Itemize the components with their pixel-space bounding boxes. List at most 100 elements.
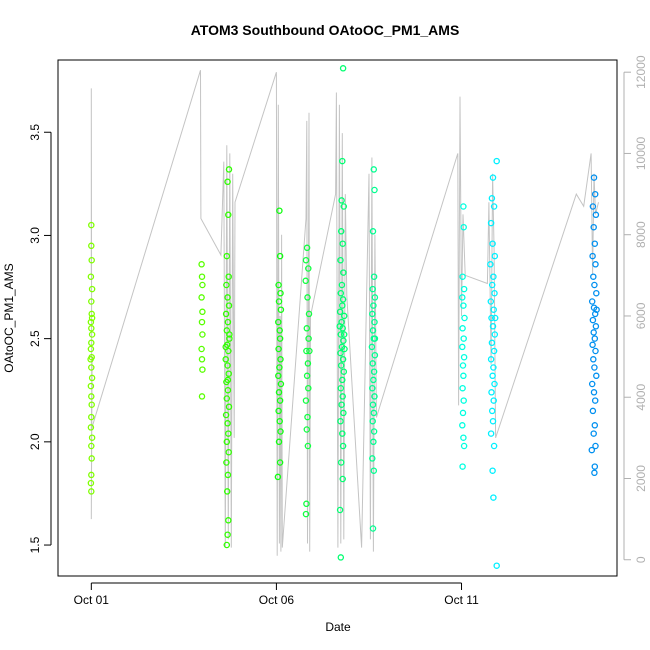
data-point	[370, 438, 377, 446]
data-point	[340, 368, 348, 375]
data-point	[276, 335, 284, 342]
data-point	[593, 372, 600, 380]
data-point	[589, 252, 596, 260]
data-point	[87, 424, 95, 431]
data-point	[493, 157, 500, 165]
x-axis: Oct 01 Oct 06 Oct 11	[74, 582, 479, 607]
data-point	[275, 389, 283, 396]
data-point	[487, 261, 494, 268]
data-point	[369, 285, 376, 293]
data-point	[336, 323, 343, 330]
data-point	[88, 221, 95, 229]
data-point	[304, 360, 312, 367]
data-point	[370, 409, 378, 417]
data-point	[459, 325, 466, 332]
data-point	[303, 347, 310, 355]
data-point	[198, 318, 206, 326]
data-point	[225, 517, 232, 524]
data-point	[340, 409, 347, 417]
data-point	[490, 203, 498, 210]
data-point	[305, 310, 313, 318]
data-point	[198, 294, 205, 301]
y-axis-label: OAtoOC_PM1_AMS	[2, 263, 16, 372]
data-point	[591, 422, 599, 429]
data-point	[589, 203, 597, 210]
data-point	[88, 434, 96, 441]
data-point	[88, 455, 95, 462]
data-point	[590, 223, 597, 231]
data-point	[589, 341, 596, 349]
data-point	[199, 281, 206, 289]
data-point	[88, 374, 96, 382]
data-point	[339, 240, 346, 247]
data-point	[488, 281, 496, 289]
data-point	[276, 252, 284, 260]
data-point	[87, 273, 95, 280]
data-point	[224, 318, 232, 326]
data-point	[459, 422, 466, 429]
data-point	[338, 281, 346, 289]
data-point	[276, 207, 283, 214]
data-point	[225, 211, 232, 219]
data-point	[489, 467, 496, 474]
data-point	[369, 417, 376, 425]
data-point	[339, 376, 346, 384]
data-point	[222, 310, 230, 318]
data-point	[370, 273, 378, 280]
data-point	[336, 506, 344, 514]
data-point	[337, 349, 344, 357]
data-point	[591, 463, 599, 470]
data-point	[339, 157, 346, 165]
data-point	[302, 397, 310, 404]
data-point	[88, 256, 95, 264]
data-point	[591, 469, 598, 477]
data-point	[199, 366, 206, 373]
data-point	[369, 525, 377, 532]
altitude-track-layer	[90, 70, 599, 556]
data-point	[490, 364, 497, 371]
data-point	[88, 325, 95, 332]
data-point	[224, 531, 231, 538]
y2-tick-label: 6000	[634, 302, 648, 329]
data-point	[593, 289, 600, 297]
data-point	[460, 302, 467, 309]
data-point	[340, 331, 348, 338]
data-point	[490, 442, 498, 450]
data-point	[491, 289, 498, 297]
data-point	[304, 294, 311, 301]
altitude-track-line	[90, 70, 599, 556]
data-point	[275, 281, 282, 289]
data-point	[592, 211, 600, 219]
data-point	[198, 273, 206, 280]
data-point	[337, 362, 345, 369]
data-point	[302, 256, 310, 264]
data-point	[304, 413, 311, 421]
data-point	[592, 261, 599, 268]
data-point	[198, 345, 205, 353]
data-point	[590, 273, 597, 280]
y2-tick-label: 8000	[634, 221, 648, 248]
x-tick-label: Oct 06	[259, 593, 295, 607]
data-point	[489, 323, 497, 330]
data-point	[276, 397, 284, 404]
data-point	[490, 397, 497, 404]
data-point	[340, 312, 348, 320]
data-point	[275, 407, 282, 415]
data-point	[88, 285, 96, 293]
data-point	[225, 302, 233, 309]
data-point	[88, 310, 95, 318]
data-point	[460, 442, 468, 450]
data-point	[589, 407, 597, 415]
y2-tick-label: 2000	[634, 465, 648, 492]
data-point	[88, 471, 95, 479]
data-point	[224, 362, 231, 369]
y-tick-label: 2.0	[28, 433, 42, 450]
data-point	[591, 364, 598, 371]
data-point	[223, 438, 231, 446]
data-point	[341, 345, 348, 353]
data-point	[222, 356, 229, 363]
data-point	[369, 455, 376, 462]
data-point	[371, 351, 379, 359]
data-point	[304, 442, 312, 450]
data-point	[276, 364, 283, 371]
